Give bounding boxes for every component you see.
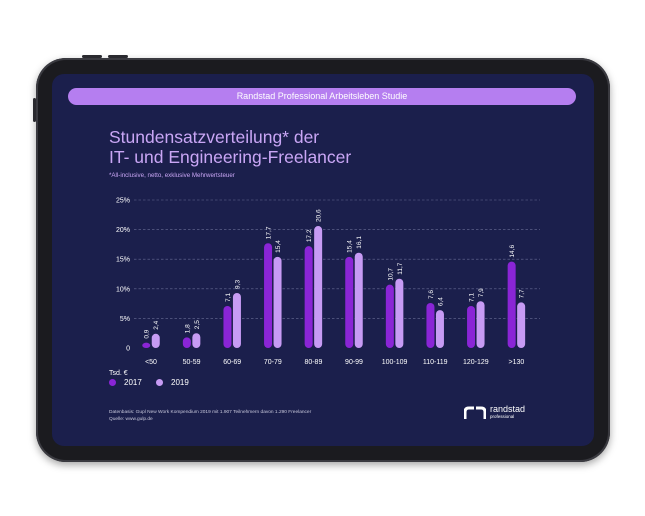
tablet-button-top xyxy=(108,55,128,58)
legend-label-2019: 2019 xyxy=(171,378,189,387)
x-tick-label: 110-119 xyxy=(423,359,448,366)
x-tick-label: 50-59 xyxy=(183,359,201,366)
y-tick-label: 10% xyxy=(116,286,130,293)
chart-title-line1: Stundensatzverteilung* der xyxy=(109,127,320,147)
bar-2017 xyxy=(385,284,394,348)
y-tick-label: 5% xyxy=(120,316,130,323)
bar-2019 xyxy=(314,226,323,348)
bar-2017 xyxy=(426,303,435,348)
data-label-2017: 1,8 xyxy=(184,324,191,333)
logo-sub: professional xyxy=(490,414,515,419)
x-tick-label: 120-129 xyxy=(463,359,489,366)
data-label-2019: 7,7 xyxy=(519,289,526,298)
data-label-2017: 7,1 xyxy=(469,293,476,302)
data-label-2017: 17,7 xyxy=(266,226,273,239)
tablet-button-top xyxy=(82,55,102,58)
bar-2017 xyxy=(264,243,273,348)
bar-2019 xyxy=(273,256,282,348)
bar-2017 xyxy=(467,305,476,348)
x-tick-label: 70-79 xyxy=(264,359,282,366)
bar-2019 xyxy=(517,302,526,348)
randstad-logo: randstad professional xyxy=(464,405,525,421)
data-label-2017: 17,2 xyxy=(306,229,313,242)
legend-label-2017: 2017 xyxy=(124,378,142,387)
data-label-2017: 10,7 xyxy=(387,268,394,281)
data-label-2017: 15,4 xyxy=(347,240,354,253)
data-label-2019: 6,4 xyxy=(437,297,444,306)
data-label-2019: 7,9 xyxy=(478,288,485,297)
y-tick-label: 25% xyxy=(116,198,130,205)
data-label-2017: 7,6 xyxy=(428,290,435,299)
data-label-2017: 0,9 xyxy=(144,329,151,338)
x-axis-unit-label: Tsd. € xyxy=(109,370,128,377)
bar-2019 xyxy=(151,333,160,348)
bar-2019 xyxy=(476,301,485,348)
bar-2017 xyxy=(142,342,151,348)
legend-item-2017: 2017 xyxy=(109,378,142,387)
x-tick-label: <50 xyxy=(145,359,157,366)
legend-swatch-2019 xyxy=(156,379,163,386)
y-tick-label: 20% xyxy=(116,227,130,234)
x-tick-label: 60-69 xyxy=(223,359,241,366)
data-label-2019: 11,7 xyxy=(397,262,404,275)
y-tick-label: 0 xyxy=(126,346,130,353)
logo-wordmark: randstad professional xyxy=(490,405,525,421)
x-tick-label: >130 xyxy=(509,359,525,366)
data-label-2019: 9,3 xyxy=(234,280,241,289)
bar-2017 xyxy=(345,256,354,348)
bar-2019 xyxy=(192,333,201,348)
chart-title: Stundensatzverteilung* der IT- und Engin… xyxy=(109,127,351,167)
bar-2019 xyxy=(354,252,363,348)
y-tick-label: 15% xyxy=(116,257,130,264)
bar-2019 xyxy=(232,292,241,348)
bar-2019 xyxy=(435,310,444,348)
source-note: Datenbasis: Gupl New Work Kompendium 201… xyxy=(109,410,311,423)
x-tick-label: 100-109 xyxy=(382,359,408,366)
tablet-screen: Randstad Professional Arbeitsleben Studi… xyxy=(52,74,594,446)
data-label-2019: 16,1 xyxy=(356,236,363,249)
data-label-2019: 15,4 xyxy=(275,240,282,253)
bar-chart: 05%10%15%20%25%0,92,4<501,8 2,550-597,19,… xyxy=(109,198,540,377)
bar-2019 xyxy=(395,278,404,348)
bar-2017 xyxy=(507,261,516,348)
logo-brand: randstad xyxy=(490,404,526,414)
legend-item-2019: 2019 xyxy=(156,378,189,387)
study-banner: Randstad Professional Arbeitsleben Studi… xyxy=(68,88,576,105)
data-label-2019: 2,5 xyxy=(194,320,201,329)
data-label-2019: 20,6 xyxy=(316,209,323,222)
bar-2017 xyxy=(223,305,232,348)
x-tick-label: 90-99 xyxy=(345,359,363,366)
tablet-button-side xyxy=(33,98,36,122)
x-tick-label: 80-89 xyxy=(304,359,322,366)
bar-2017 xyxy=(182,337,191,348)
source-note-line1: Datenbasis: Gupl New Work Kompendium 201… xyxy=(109,410,312,415)
legend-swatch-2017 xyxy=(109,379,116,386)
bar-2017 xyxy=(304,246,313,348)
data-label-2017: 7,1 xyxy=(225,293,232,302)
data-label-2017: 14,6 xyxy=(509,245,516,258)
source-note-line2: Quelle: www.gulp.de xyxy=(109,416,153,422)
chart-title-line2: IT- und Engineering-Freelancer xyxy=(109,147,352,167)
randstad-logo-icon xyxy=(464,406,486,419)
chart-subtitle: *All-inclusive, netto, exklusive Mehrwer… xyxy=(109,172,235,179)
data-label-2019: 2,4 xyxy=(153,320,160,329)
